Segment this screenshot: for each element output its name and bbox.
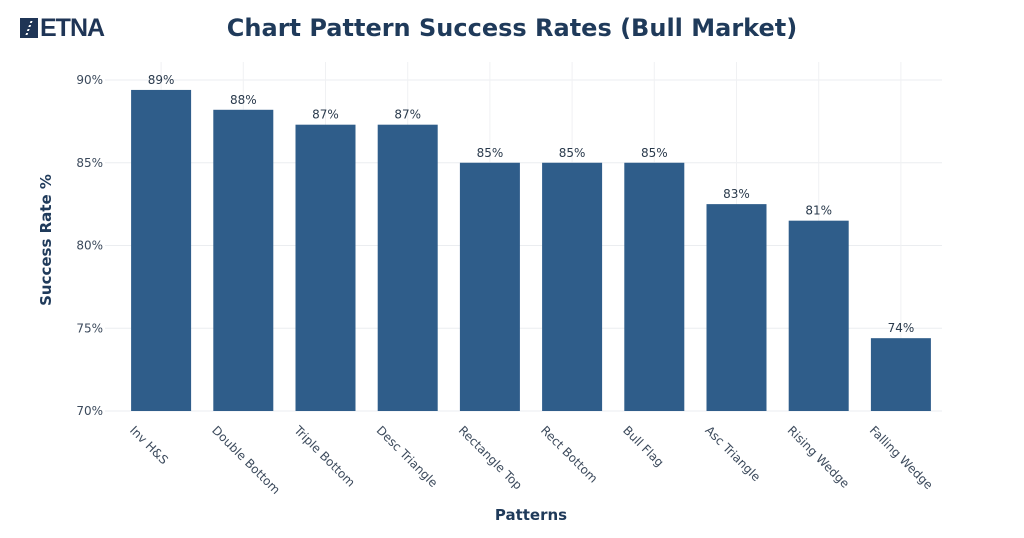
bar — [870, 338, 931, 411]
y-tick-label: 80% — [76, 239, 103, 253]
x-tick-label: Inv H&S — [127, 423, 171, 467]
bar — [788, 220, 849, 411]
x-tick-label: Bull Flag — [620, 423, 666, 469]
x-tick-label: Rising Wedge — [785, 423, 853, 491]
data-label: 87% — [312, 108, 339, 122]
y-axis-ticks: 70% 75% 80% 85% 90% — [76, 73, 103, 418]
chart-title: Chart Pattern Success Rates (Bull Market… — [226, 14, 798, 42]
data-label: 83% — [723, 187, 750, 201]
bar — [706, 204, 767, 411]
etna-logo: ETNA — [20, 14, 105, 42]
data-labels: 89% 88% 87% 87% 85% 85% 85% 83% 81% 74% — [148, 73, 914, 335]
bar — [459, 162, 520, 411]
x-tick-label: Desc Triangle — [374, 423, 441, 490]
x-tick-label: Rectangle Top — [456, 423, 525, 492]
x-axis-title: Patterns — [495, 506, 567, 524]
data-label: 81% — [805, 204, 832, 218]
data-label: 74% — [888, 321, 915, 335]
data-label: 89% — [148, 73, 175, 87]
y-tick-label: 90% — [76, 73, 103, 87]
data-label: 87% — [394, 108, 421, 122]
bar — [131, 89, 192, 412]
data-label: 85% — [559, 146, 586, 160]
bar — [542, 162, 603, 411]
x-tick-label: Double Bottom — [209, 423, 283, 497]
x-tick-label: Rect Bottom — [538, 423, 600, 485]
x-tick-label: Falling Wedge — [867, 423, 936, 492]
data-label: 85% — [641, 146, 668, 160]
logo-text: ETNA — [40, 14, 105, 42]
bar — [213, 109, 274, 411]
bars — [131, 89, 931, 412]
y-axis-title: Success Rate % — [37, 174, 55, 306]
x-tick-label: Triple Bottom — [291, 423, 358, 490]
bar — [624, 162, 685, 411]
y-tick-label: 85% — [76, 156, 103, 170]
logo-icon — [20, 18, 38, 38]
data-label: 88% — [230, 93, 257, 107]
bar — [295, 124, 356, 411]
y-tick-label: 75% — [76, 321, 103, 335]
x-axis-ticks: Inv H&S Double Bottom Triple Bottom Desc Tr… — [127, 423, 936, 498]
data-label: 85% — [477, 146, 504, 160]
y-tick-label: 70% — [76, 404, 103, 418]
bar — [377, 124, 438, 411]
x-tick-label: Asc Triangle — [702, 423, 763, 484]
